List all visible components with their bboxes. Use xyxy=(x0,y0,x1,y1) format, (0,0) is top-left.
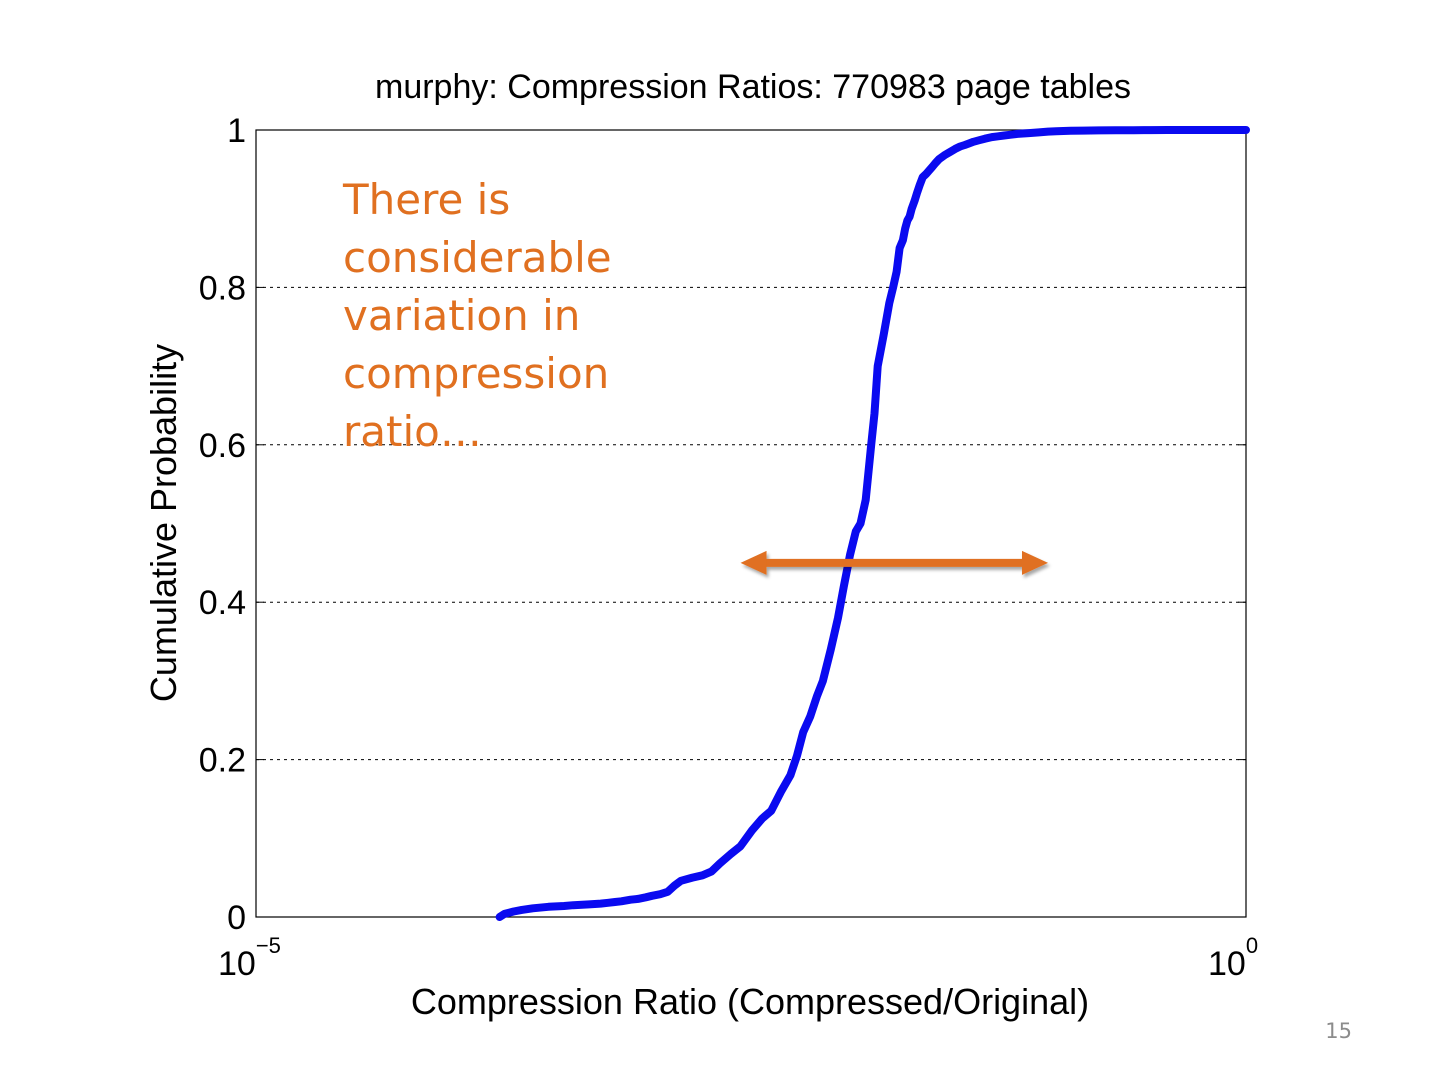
annotation-text: There is considerable variation in compr… xyxy=(342,175,625,456)
y-ticks: 0 0.2 0.4 0.6 0.8 1 xyxy=(199,112,1246,937)
arrow-head-right xyxy=(1022,550,1048,575)
annotation-line: ratio… xyxy=(343,407,482,456)
annotation-line: considerable xyxy=(343,233,612,282)
plot-area: 00.20.40.60.81 10−5 100 xyxy=(199,112,1258,983)
y-tick-label: 1 xyxy=(227,112,246,150)
y-tick-label: 0.6 xyxy=(199,427,246,465)
y-tick-label: 0.4 xyxy=(199,584,246,622)
y-tick-label: 0.2 xyxy=(199,742,246,780)
series-layer xyxy=(495,126,1250,921)
page-number: 15 xyxy=(1325,1019,1352,1043)
axes-frame xyxy=(255,129,1247,918)
x-tick-base: 10 xyxy=(1208,945,1246,983)
chart-title: murphy: Compression Ratios: 770983 page … xyxy=(375,68,1131,106)
x-tick-label: 100 xyxy=(1208,933,1258,983)
y-tick-label: 0.8 xyxy=(199,269,246,307)
annotation-line: variation in xyxy=(343,291,580,340)
x-tick-label: 10−5 xyxy=(218,933,281,983)
x-tick-exponent: −5 xyxy=(256,933,281,958)
x-tick-base: 10 xyxy=(218,945,256,983)
x-tick-exponent: 0 xyxy=(1246,933,1258,958)
x-axis-label: Compression Ratio (Compressed/Original) xyxy=(411,981,1089,1022)
range-arrow xyxy=(740,550,1048,575)
arrow-head-left xyxy=(740,550,767,575)
annotation-line: compression xyxy=(343,349,609,398)
y-axis-label: Cumulative Probability xyxy=(143,344,184,702)
annotation-line: There is xyxy=(342,175,510,224)
x-ticks: 10−5 100 xyxy=(218,933,1258,983)
y-tick-label: 0 xyxy=(227,899,246,937)
annotation: There is considerable variation in compr… xyxy=(342,175,1048,575)
series-line xyxy=(495,126,1250,921)
